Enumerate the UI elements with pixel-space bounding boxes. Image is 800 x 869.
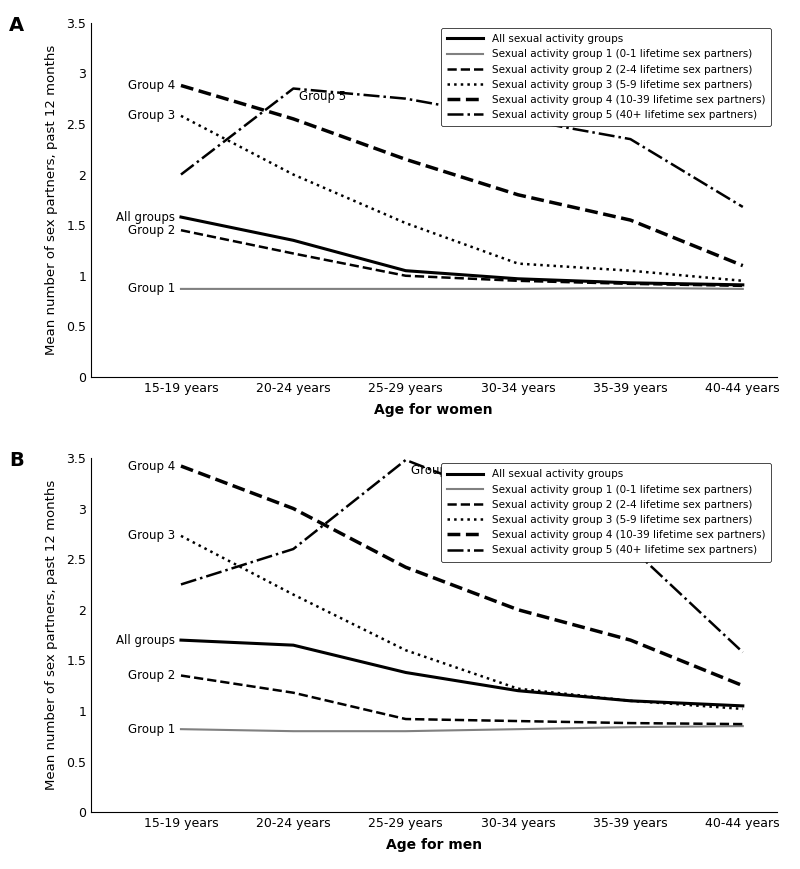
Text: Group 1: Group 1 — [128, 723, 175, 736]
Text: Group 1: Group 1 — [128, 282, 175, 295]
Text: B: B — [9, 451, 23, 470]
Text: All groups: All groups — [116, 210, 175, 223]
Text: Group 5: Group 5 — [299, 90, 346, 103]
Text: Group 2: Group 2 — [128, 669, 175, 682]
Y-axis label: Mean number of sex partners, past 12 months: Mean number of sex partners, past 12 mon… — [45, 480, 58, 790]
Text: Group 4: Group 4 — [128, 460, 175, 473]
Text: Group 3: Group 3 — [128, 109, 175, 123]
X-axis label: Age for women: Age for women — [374, 403, 493, 417]
Legend: All sexual activity groups, Sexual activity group 1 (0-1 lifetime sex partners),: All sexual activity groups, Sexual activ… — [441, 28, 771, 127]
Text: All groups: All groups — [116, 634, 175, 647]
Text: Group 5: Group 5 — [411, 463, 458, 476]
Y-axis label: Mean number of sex partners, past 12 months: Mean number of sex partners, past 12 mon… — [45, 44, 58, 355]
Text: Group 4: Group 4 — [128, 79, 175, 92]
Legend: All sexual activity groups, Sexual activity group 1 (0-1 lifetime sex partners),: All sexual activity groups, Sexual activ… — [441, 463, 771, 561]
Text: Group 2: Group 2 — [128, 223, 175, 236]
Text: Group 3: Group 3 — [128, 529, 175, 542]
Text: A: A — [9, 16, 24, 35]
X-axis label: Age for men: Age for men — [386, 839, 482, 852]
